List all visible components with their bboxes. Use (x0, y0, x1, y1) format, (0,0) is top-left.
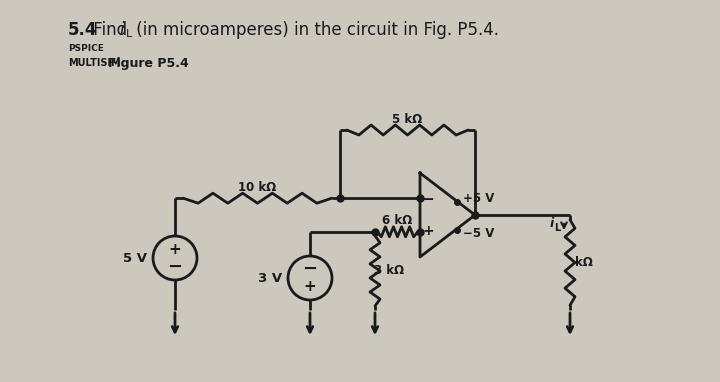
Text: MULTISIM: MULTISIM (68, 58, 121, 68)
Text: +: + (168, 242, 181, 257)
Text: −: − (168, 258, 183, 276)
Text: −: − (302, 260, 318, 278)
Text: L: L (554, 223, 560, 233)
Text: +: + (304, 279, 316, 294)
Text: Figure P5.4: Figure P5.4 (108, 57, 189, 70)
Text: (in microamperes) in the circuit in Fig. P5.4.: (in microamperes) in the circuit in Fig.… (131, 21, 499, 39)
Text: 5 kΩ: 5 kΩ (392, 113, 423, 126)
Text: −: − (422, 192, 434, 207)
Text: 3 V: 3 V (258, 272, 282, 285)
Text: kΩ: kΩ (575, 256, 593, 269)
Text: 3 kΩ: 3 kΩ (374, 264, 404, 277)
Text: L: L (126, 29, 132, 39)
Text: i: i (119, 21, 124, 39)
Text: +: + (422, 224, 434, 238)
Text: 5.4: 5.4 (68, 21, 97, 39)
Text: +5 V: +5 V (463, 192, 495, 205)
Text: PSPICE: PSPICE (68, 44, 104, 52)
Text: 5 V: 5 V (123, 251, 147, 264)
Text: i: i (550, 217, 554, 230)
Text: 10 kΩ: 10 kΩ (238, 181, 276, 194)
Text: −5 V: −5 V (463, 227, 495, 240)
Text: 6 kΩ: 6 kΩ (382, 214, 413, 227)
Text: Find: Find (88, 21, 132, 39)
